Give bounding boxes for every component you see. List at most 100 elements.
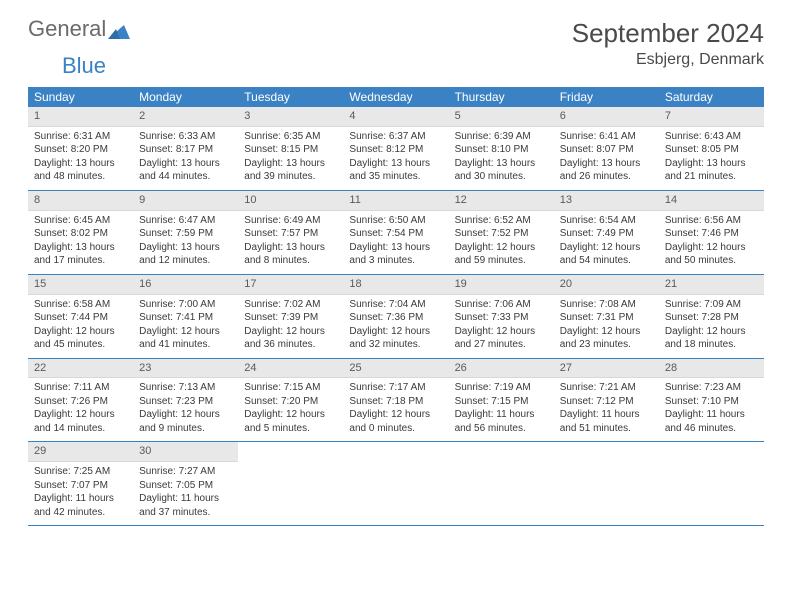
sunrise-line: Sunrise: 7:19 AM <box>455 381 548 395</box>
sunset-line: Sunset: 8:07 PM <box>560 143 653 157</box>
day-number: 10 <box>238 191 343 211</box>
daylight-line: Daylight: 13 hours and 21 minutes. <box>665 157 758 184</box>
day-cell <box>554 442 659 525</box>
daylight-line: Daylight: 13 hours and 26 minutes. <box>560 157 653 184</box>
day-body: Sunrise: 7:25 AMSunset: 7:07 PMDaylight:… <box>28 462 133 525</box>
sunset-line: Sunset: 8:05 PM <box>665 143 758 157</box>
weekday-header-cell: Wednesday <box>343 87 448 107</box>
sunset-line: Sunset: 7:52 PM <box>455 227 548 241</box>
daylight-line: Daylight: 12 hours and 50 minutes. <box>665 241 758 268</box>
week-row: 15Sunrise: 6:58 AMSunset: 7:44 PMDayligh… <box>28 275 764 359</box>
daylight-line: Daylight: 11 hours and 37 minutes. <box>139 492 232 519</box>
daylight-line: Daylight: 12 hours and 0 minutes. <box>349 408 442 435</box>
daylight-line: Daylight: 12 hours and 18 minutes. <box>665 325 758 352</box>
sunrise-line: Sunrise: 7:11 AM <box>34 381 127 395</box>
sunset-line: Sunset: 8:20 PM <box>34 143 127 157</box>
location-label: Esbjerg, Denmark <box>572 51 764 69</box>
day-number: 11 <box>343 191 448 211</box>
day-number: 6 <box>554 107 659 127</box>
day-cell: 8Sunrise: 6:45 AMSunset: 8:02 PMDaylight… <box>28 191 133 274</box>
sunset-line: Sunset: 7:20 PM <box>244 395 337 409</box>
day-number: 19 <box>449 275 554 295</box>
day-body: Sunrise: 7:23 AMSunset: 7:10 PMDaylight:… <box>659 378 764 441</box>
day-body: Sunrise: 7:21 AMSunset: 7:12 PMDaylight:… <box>554 378 659 441</box>
sunrise-line: Sunrise: 6:47 AM <box>139 214 232 228</box>
sunrise-line: Sunrise: 7:09 AM <box>665 298 758 312</box>
day-number: 23 <box>133 359 238 379</box>
day-body: Sunrise: 6:31 AMSunset: 8:20 PMDaylight:… <box>28 127 133 190</box>
day-number: 1 <box>28 107 133 127</box>
sunset-line: Sunset: 7:46 PM <box>665 227 758 241</box>
day-cell: 6Sunrise: 6:41 AMSunset: 8:07 PMDaylight… <box>554 107 659 190</box>
calendar: SundayMondayTuesdayWednesdayThursdayFrid… <box>28 87 764 526</box>
day-number: 3 <box>238 107 343 127</box>
day-body: Sunrise: 6:41 AMSunset: 8:07 PMDaylight:… <box>554 127 659 190</box>
daylight-line: Daylight: 12 hours and 45 minutes. <box>34 325 127 352</box>
sunrise-line: Sunrise: 7:13 AM <box>139 381 232 395</box>
daylight-line: Daylight: 12 hours and 9 minutes. <box>139 408 232 435</box>
day-cell: 11Sunrise: 6:50 AMSunset: 7:54 PMDayligh… <box>343 191 448 274</box>
sunset-line: Sunset: 7:57 PM <box>244 227 337 241</box>
day-number: 13 <box>554 191 659 211</box>
day-cell: 13Sunrise: 6:54 AMSunset: 7:49 PMDayligh… <box>554 191 659 274</box>
day-body: Sunrise: 7:15 AMSunset: 7:20 PMDaylight:… <box>238 378 343 441</box>
sunset-line: Sunset: 7:36 PM <box>349 311 442 325</box>
day-body: Sunrise: 7:04 AMSunset: 7:36 PMDaylight:… <box>343 295 448 358</box>
day-cell: 3Sunrise: 6:35 AMSunset: 8:15 PMDaylight… <box>238 107 343 190</box>
sunrise-line: Sunrise: 6:43 AM <box>665 130 758 144</box>
day-cell: 12Sunrise: 6:52 AMSunset: 7:52 PMDayligh… <box>449 191 554 274</box>
sunrise-line: Sunrise: 7:27 AM <box>139 465 232 479</box>
sunrise-line: Sunrise: 7:17 AM <box>349 381 442 395</box>
daylight-line: Daylight: 13 hours and 12 minutes. <box>139 241 232 268</box>
daylight-line: Daylight: 13 hours and 48 minutes. <box>34 157 127 184</box>
day-cell <box>343 442 448 525</box>
day-number: 22 <box>28 359 133 379</box>
week-row: 8Sunrise: 6:45 AMSunset: 8:02 PMDaylight… <box>28 191 764 275</box>
sunset-line: Sunset: 7:28 PM <box>665 311 758 325</box>
sunrise-line: Sunrise: 7:23 AM <box>665 381 758 395</box>
day-body: Sunrise: 7:19 AMSunset: 7:15 PMDaylight:… <box>449 378 554 441</box>
weekday-header-cell: Sunday <box>28 87 133 107</box>
daylight-line: Daylight: 13 hours and 35 minutes. <box>349 157 442 184</box>
sunrise-line: Sunrise: 6:56 AM <box>665 214 758 228</box>
day-body: Sunrise: 6:33 AMSunset: 8:17 PMDaylight:… <box>133 127 238 190</box>
day-cell: 7Sunrise: 6:43 AMSunset: 8:05 PMDaylight… <box>659 107 764 190</box>
day-body: Sunrise: 6:56 AMSunset: 7:46 PMDaylight:… <box>659 211 764 274</box>
daylight-line: Daylight: 12 hours and 59 minutes. <box>455 241 548 268</box>
sunrise-line: Sunrise: 7:00 AM <box>139 298 232 312</box>
daylight-line: Daylight: 12 hours and 27 minutes. <box>455 325 548 352</box>
day-number: 12 <box>449 191 554 211</box>
day-body: Sunrise: 6:45 AMSunset: 8:02 PMDaylight:… <box>28 211 133 274</box>
day-body: Sunrise: 6:35 AMSunset: 8:15 PMDaylight:… <box>238 127 343 190</box>
sunset-line: Sunset: 7:33 PM <box>455 311 548 325</box>
sunset-line: Sunset: 7:18 PM <box>349 395 442 409</box>
day-cell <box>449 442 554 525</box>
sunset-line: Sunset: 7:39 PM <box>244 311 337 325</box>
day-cell: 17Sunrise: 7:02 AMSunset: 7:39 PMDayligh… <box>238 275 343 358</box>
week-row: 29Sunrise: 7:25 AMSunset: 7:07 PMDayligh… <box>28 442 764 526</box>
daylight-line: Daylight: 12 hours and 32 minutes. <box>349 325 442 352</box>
daylight-line: Daylight: 12 hours and 23 minutes. <box>560 325 653 352</box>
daylight-line: Daylight: 13 hours and 8 minutes. <box>244 241 337 268</box>
day-number: 17 <box>238 275 343 295</box>
sunrise-line: Sunrise: 6:50 AM <box>349 214 442 228</box>
sunset-line: Sunset: 8:17 PM <box>139 143 232 157</box>
title-block: September 2024 Esbjerg, Denmark <box>572 18 764 69</box>
weekday-header-cell: Tuesday <box>238 87 343 107</box>
day-number: 8 <box>28 191 133 211</box>
week-row: 22Sunrise: 7:11 AMSunset: 7:26 PMDayligh… <box>28 359 764 443</box>
sunset-line: Sunset: 7:31 PM <box>560 311 653 325</box>
day-body: Sunrise: 7:13 AMSunset: 7:23 PMDaylight:… <box>133 378 238 441</box>
day-cell: 20Sunrise: 7:08 AMSunset: 7:31 PMDayligh… <box>554 275 659 358</box>
daylight-line: Daylight: 12 hours and 54 minutes. <box>560 241 653 268</box>
day-cell: 22Sunrise: 7:11 AMSunset: 7:26 PMDayligh… <box>28 359 133 442</box>
day-cell: 27Sunrise: 7:21 AMSunset: 7:12 PMDayligh… <box>554 359 659 442</box>
day-number: 30 <box>133 442 238 462</box>
day-body: Sunrise: 6:52 AMSunset: 7:52 PMDaylight:… <box>449 211 554 274</box>
day-body: Sunrise: 6:49 AMSunset: 7:57 PMDaylight:… <box>238 211 343 274</box>
day-body: Sunrise: 7:00 AMSunset: 7:41 PMDaylight:… <box>133 295 238 358</box>
day-cell: 16Sunrise: 7:00 AMSunset: 7:41 PMDayligh… <box>133 275 238 358</box>
day-cell: 26Sunrise: 7:19 AMSunset: 7:15 PMDayligh… <box>449 359 554 442</box>
day-cell: 2Sunrise: 6:33 AMSunset: 8:17 PMDaylight… <box>133 107 238 190</box>
sunset-line: Sunset: 7:41 PM <box>139 311 232 325</box>
